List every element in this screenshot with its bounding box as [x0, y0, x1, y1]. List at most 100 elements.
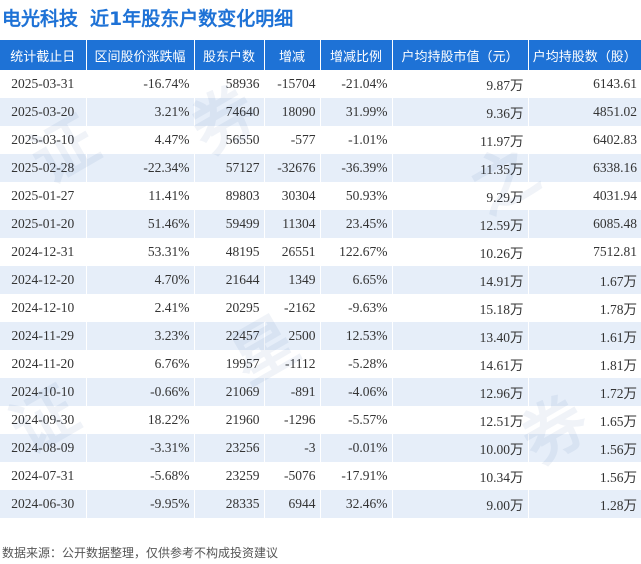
- data-source-note: 数据来源：公开数据整理，仅供参考不构成投资建议: [2, 546, 279, 560]
- change-ratio-cell: -0.01%: [320, 434, 393, 462]
- table-row[interactable]: 2025-01-27 11.41% 89803 30304 50.93% 9.29万 403…: [0, 182, 641, 210]
- change-ratio-cell: 23.45%: [320, 210, 393, 238]
- change-ratio-cell: -17.91%: [320, 462, 393, 490]
- holder-count-cell: 57127: [194, 154, 265, 182]
- header-change-ratio[interactable]: 增减比例: [320, 40, 393, 70]
- change-ratio-cell: -4.06%: [320, 378, 393, 406]
- header-price-change[interactable]: 区间股价涨跌幅: [86, 40, 195, 70]
- avg-shares-cell: 1.28万: [528, 490, 641, 518]
- holder-count-cell: 56550: [194, 126, 265, 154]
- price-change-cell: 51.46%: [86, 210, 195, 238]
- table-row[interactable]: 2024-12-20 4.70% 21644 1349 6.65% 14.91万 1.67万: [0, 266, 641, 294]
- date-cell: 2025-03-31: [0, 70, 87, 98]
- price-change-cell: 53.31%: [86, 238, 195, 266]
- avg-value-cell: 9.36万: [392, 98, 529, 126]
- change-cell: -15704: [264, 70, 321, 98]
- holder-count-cell: 20295: [194, 294, 265, 322]
- change-ratio-cell: -5.57%: [320, 406, 393, 434]
- change-cell: 11304: [264, 210, 321, 238]
- change-cell: -2162: [264, 294, 321, 322]
- table-row[interactable]: 2025-03-20 3.21% 74640 18090 31.99% 9.36万 4851…: [0, 98, 641, 126]
- avg-value-cell: 9.87万: [392, 70, 529, 98]
- avg-shares-cell: 1.56万: [528, 434, 641, 462]
- change-ratio-cell: 50.93%: [320, 182, 393, 210]
- header-change[interactable]: 增减: [264, 40, 321, 70]
- price-change-cell: 18.22%: [86, 406, 195, 434]
- price-change-cell: 3.21%: [86, 98, 195, 126]
- change-cell: -577: [264, 126, 321, 154]
- table-header-row: 统计截止日 区间股价涨跌幅 股东户数 增减 增减比例 户均持股市值（元） 户均持…: [0, 40, 641, 70]
- price-change-cell: 2.41%: [86, 294, 195, 322]
- table-row[interactable]: 2025-01-20 51.46% 59499 11304 23.45% 12.59万 60…: [0, 210, 641, 238]
- table-row[interactable]: 2024-12-10 2.41% 20295 -2162 -9.63% 15.18万 1.7…: [0, 294, 641, 322]
- page-title: 电光科技 近1年股东户数变化明细: [2, 4, 293, 30]
- change-cell: -891: [264, 378, 321, 406]
- table-title: 近1年股东户数变化明细: [90, 7, 294, 30]
- table-row[interactable]: 2024-11-29 3.23% 22457 2500 12.53% 13.40万 1.61…: [0, 322, 641, 350]
- holder-count-cell: 23259: [194, 462, 265, 490]
- price-change-cell: -16.74%: [86, 70, 195, 98]
- avg-shares-cell: 1.56万: [528, 462, 641, 490]
- holder-count-cell: 21960: [194, 406, 265, 434]
- price-change-cell: 4.70%: [86, 266, 195, 294]
- avg-value-cell: 15.18万: [392, 294, 529, 322]
- table-row[interactable]: 2024-10-10 -0.66% 21069 -891 -4.06% 12.96万 1.7…: [0, 378, 641, 406]
- table-row[interactable]: 2024-09-30 18.22% 21960 -1296 -5.57% 12.51万 1.…: [0, 406, 641, 434]
- header-holder-count[interactable]: 股东户数: [194, 40, 265, 70]
- table-row[interactable]: 2024-12-31 53.31% 48195 26551 122.67% 10.26万 7…: [0, 238, 641, 266]
- price-change-cell: 11.41%: [86, 182, 195, 210]
- table-row[interactable]: 2025-03-10 4.47% 56550 -577 -1.01% 11.97万 6402…: [0, 126, 641, 154]
- price-change-cell: -0.66%: [86, 378, 195, 406]
- holder-count-cell: 48195: [194, 238, 265, 266]
- date-cell: 2024-12-20: [0, 266, 87, 294]
- change-cell: -32676: [264, 154, 321, 182]
- avg-value-cell: 11.35万: [392, 154, 529, 182]
- holder-count-cell: 22457: [194, 322, 265, 350]
- avg-value-cell: 13.40万: [392, 322, 529, 350]
- change-ratio-cell: -9.63%: [320, 294, 393, 322]
- holder-count-cell: 28335: [194, 490, 265, 518]
- avg-shares-cell: 1.67万: [528, 266, 641, 294]
- avg-shares-cell: 6143.61: [528, 70, 641, 98]
- holder-count-cell: 23256: [194, 434, 265, 462]
- change-cell: 2500: [264, 322, 321, 350]
- header-date[interactable]: 统计截止日: [0, 40, 87, 70]
- table-row[interactable]: 2024-07-31 -5.68% 23259 -5076 -17.91% 10.34万 1…: [0, 462, 641, 490]
- change-cell: -5076: [264, 462, 321, 490]
- avg-value-cell: 14.91万: [392, 266, 529, 294]
- holder-count-cell: 89803: [194, 182, 265, 210]
- holder-count-cell: 58936: [194, 70, 265, 98]
- change-cell: 1349: [264, 266, 321, 294]
- avg-value-cell: 12.51万: [392, 406, 529, 434]
- date-cell: 2024-07-31: [0, 462, 87, 490]
- change-cell: 26551: [264, 238, 321, 266]
- date-cell: 2024-09-30: [0, 406, 87, 434]
- table-row[interactable]: 2024-08-09 -3.31% 23256 -3 -0.01% 10.00万 1.56万: [0, 434, 641, 462]
- header-avg-shares[interactable]: 户均持股数（股）: [528, 40, 641, 70]
- holder-count-cell: 21069: [194, 378, 265, 406]
- avg-shares-cell: 7512.81: [528, 238, 641, 266]
- avg-shares-cell: 1.61万: [528, 322, 641, 350]
- price-change-cell: -22.34%: [86, 154, 195, 182]
- avg-value-cell: 10.00万: [392, 434, 529, 462]
- change-cell: -1112: [264, 350, 321, 378]
- table-row[interactable]: 2024-11-20 6.76% 19957 -1112 -5.28% 14.61万 1.8…: [0, 350, 641, 378]
- header-avg-value[interactable]: 户均持股市值（元）: [392, 40, 529, 70]
- change-ratio-cell: 12.53%: [320, 322, 393, 350]
- avg-shares-cell: 4851.02: [528, 98, 641, 126]
- table-row[interactable]: 2025-03-31 -16.74% 58936 -15704 -21.04% 9.87万…: [0, 70, 641, 98]
- change-cell: 30304: [264, 182, 321, 210]
- date-cell: 2024-11-29: [0, 322, 87, 350]
- table-row[interactable]: 2025-02-28 -22.34% 57127 -32676 -36.39% 11.35…: [0, 154, 641, 182]
- shareholder-table: 统计截止日 区间股价涨跌幅 股东户数 增减 增减比例 户均持股市值（元） 户均持…: [0, 40, 641, 518]
- change-cell: 18090: [264, 98, 321, 126]
- avg-shares-cell: 6338.16: [528, 154, 641, 182]
- avg-value-cell: 9.29万: [392, 182, 529, 210]
- avg-shares-cell: 6402.83: [528, 126, 641, 154]
- table-row[interactable]: 2024-06-30 -9.95% 28335 6944 32.46% 9.00万 1.28…: [0, 490, 641, 518]
- change-ratio-cell: 31.99%: [320, 98, 393, 126]
- date-cell: 2025-01-20: [0, 210, 87, 238]
- change-ratio-cell: -36.39%: [320, 154, 393, 182]
- price-change-cell: 4.47%: [86, 126, 195, 154]
- price-change-cell: -3.31%: [86, 434, 195, 462]
